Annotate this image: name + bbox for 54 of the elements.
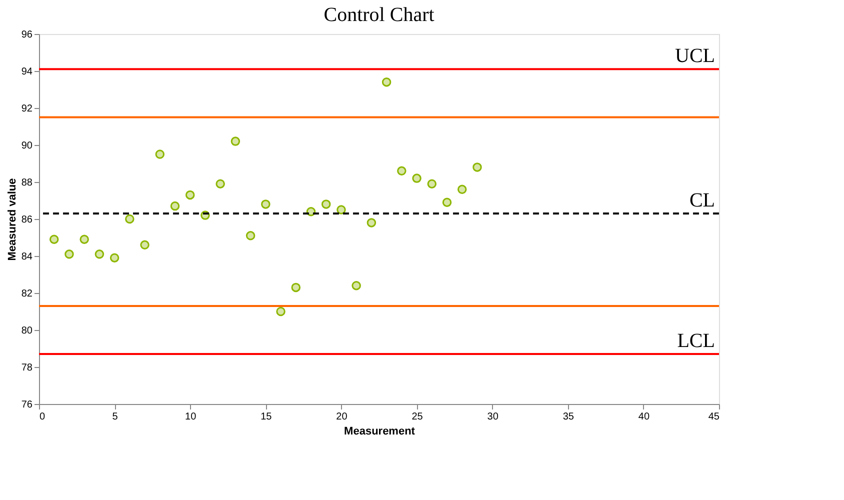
point — [412, 174, 422, 183]
point — [261, 200, 270, 209]
y-tick-label: 92 — [21, 104, 33, 114]
point — [140, 240, 150, 250]
y-tick-label: 84 — [21, 252, 33, 262]
x-tick-label: 45 — [708, 412, 720, 422]
point — [427, 179, 437, 188]
chart-title: Control Chart — [324, 4, 435, 26]
x-tick-label: 35 — [562, 412, 574, 422]
x-tick-label: 5 — [112, 412, 118, 422]
point — [336, 205, 346, 214]
point — [155, 150, 165, 159]
point — [94, 250, 104, 259]
point — [442, 198, 452, 207]
point — [291, 282, 301, 292]
x-tick-label: 40 — [638, 412, 650, 422]
point — [276, 306, 286, 316]
x-tick-label: 10 — [185, 412, 197, 422]
x-tick-label: 20 — [336, 412, 348, 422]
y-tick-label: 76 — [21, 400, 33, 410]
point — [230, 136, 240, 146]
y-tick-label: 86 — [21, 214, 33, 226]
point — [216, 179, 225, 188]
x-tick-label: 25 — [412, 412, 424, 422]
y-tick-label: 80 — [21, 326, 33, 336]
y-tick-label: 94 — [21, 66, 33, 78]
x-tick-label: 0 — [40, 412, 46, 422]
ref-line-label: UCL — [675, 45, 715, 68]
y-tick-label: 88 — [21, 178, 33, 188]
point — [382, 77, 392, 87]
point — [170, 201, 180, 211]
y-tick-label: 78 — [21, 362, 33, 374]
ref-line-label: CL — [689, 189, 715, 212]
point — [366, 218, 376, 228]
ref-line-label: LCL — [677, 330, 715, 352]
x-axis-title: Measurement — [344, 426, 416, 438]
point — [64, 250, 74, 259]
x-tick-label: 30 — [487, 412, 499, 422]
y-axis-title: Measured value — [6, 178, 18, 261]
point — [80, 234, 89, 244]
point — [49, 234, 59, 244]
point — [457, 184, 467, 194]
point — [246, 231, 256, 240]
point — [352, 280, 361, 290]
y-tick-label: 90 — [21, 140, 33, 152]
point — [397, 166, 406, 176]
point — [110, 253, 120, 262]
point — [321, 200, 331, 209]
point — [472, 162, 482, 172]
y-tick-label: 82 — [21, 288, 33, 300]
point — [185, 190, 195, 200]
point — [125, 214, 134, 224]
y-tick-label: 96 — [21, 30, 33, 40]
x-tick-label: 15 — [260, 412, 272, 422]
